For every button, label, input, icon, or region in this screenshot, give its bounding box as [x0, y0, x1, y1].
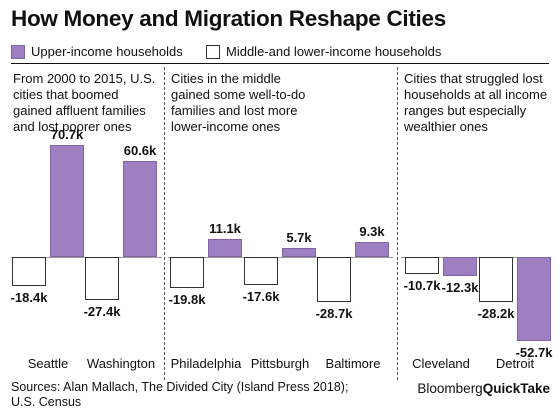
bar-upper-income	[50, 144, 84, 257]
tick-label-city: Philadelphia	[170, 356, 242, 371]
brand-part: QuickTake	[482, 381, 550, 396]
description-line: Cities in the middle	[171, 71, 281, 86]
description-line: Cities that struggled lost	[404, 71, 543, 86]
zero-baseline	[168, 257, 393, 258]
data-label-upper-income: -52.7k	[515, 344, 553, 360]
data-label-upper-income: 11.1k	[209, 221, 241, 237]
source-line: U.S. Census	[11, 395, 82, 409]
bar-upper-income	[282, 247, 316, 257]
panel-separator	[397, 67, 399, 380]
description-line: wealthier ones	[404, 119, 488, 134]
source-line: Sources: Alan Mallach, The Divided City …	[11, 380, 349, 394]
description-line: families and lost more	[171, 103, 298, 118]
tick-label-city: Pittsburgh	[250, 356, 310, 371]
data-label-lower-income: -10.7k	[403, 277, 441, 293]
bar-lower-income	[12, 257, 46, 287]
panel-description-boomed: From 2000 to 2015, U.S. cities that boom…	[13, 71, 155, 135]
brand-part: Bloomberg	[417, 381, 483, 396]
chart-title: How Money and Migration Reshape Cities	[11, 6, 446, 31]
bar-lower-income	[170, 257, 204, 289]
legend-swatch-upper	[11, 45, 25, 59]
tick-label-city: Seattle	[27, 356, 69, 371]
data-label-upper-income: 9.3k	[359, 224, 385, 240]
data-label-lower-income: -18.4k	[10, 290, 48, 306]
data-label-lower-income: -27.4k	[83, 304, 121, 320]
description-line: and lost poorer ones	[13, 119, 132, 134]
top-rule	[11, 63, 549, 64]
panel-description-middle: Cities in the middle gained some well-to…	[171, 71, 305, 135]
brand-logo: BloombergQuickTake	[417, 381, 550, 396]
data-label-lower-income: -28.7k	[315, 306, 353, 322]
description-line: ranges but especially	[404, 103, 527, 118]
bar-lower-income	[479, 257, 513, 302]
bar-lower-income	[405, 257, 439, 274]
bar-lower-income	[85, 257, 119, 301]
tick-label-city: Detroit	[495, 356, 535, 371]
description-line: lower-income ones	[171, 119, 281, 134]
bar-upper-income	[208, 239, 242, 257]
panel-separator	[164, 67, 166, 380]
legend-label-lower: Middle-and lower-income households	[226, 44, 442, 59]
panel-description-struggled: Cities that struggled lost households at…	[404, 71, 547, 135]
source-note: Sources: Alan Mallach, The Divided City …	[11, 380, 348, 410]
description-line: From 2000 to 2015, U.S.	[13, 71, 156, 86]
legend-label-upper: Upper-income households	[31, 44, 183, 59]
data-label-upper-income: 5.7k	[286, 229, 312, 245]
description-line: households at all income	[404, 87, 548, 102]
bar-upper-income	[355, 242, 389, 257]
description-line: cities that boomed	[13, 87, 119, 102]
tick-label-city: Cleveland	[412, 356, 470, 371]
bar-lower-income	[244, 257, 278, 285]
legend-swatch-lower	[206, 45, 220, 59]
tick-label-city: Washington	[86, 356, 156, 371]
bar-upper-income	[517, 257, 551, 341]
bar-upper-income	[443, 257, 477, 277]
data-label-upper-income: 70.7k	[50, 126, 84, 142]
description-line: gained some well-to-do	[171, 87, 306, 102]
data-label-lower-income: -28.2k	[477, 305, 515, 321]
description-line: gained affluent families	[13, 103, 146, 118]
tick-label-city: Baltimore	[325, 356, 381, 371]
bar-upper-income	[123, 160, 157, 257]
data-label-lower-income: -17.6k	[242, 288, 280, 304]
data-label-lower-income: -19.8k	[168, 292, 206, 308]
data-label-upper-income: 60.6k	[123, 142, 157, 158]
data-label-upper-income: -12.3k	[441, 280, 479, 296]
bar-lower-income	[317, 257, 351, 303]
